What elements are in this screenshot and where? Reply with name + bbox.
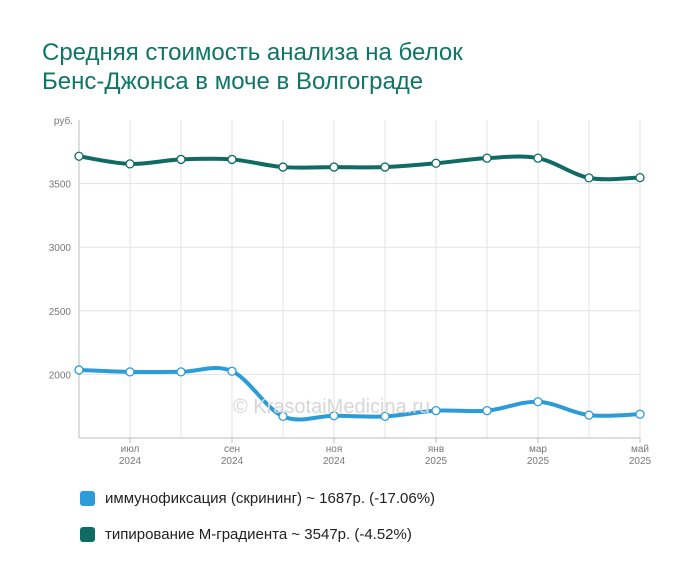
x-tick-label-month: мар [529,444,547,455]
data-point-immunofixation [380,411,390,422]
x-tick-label-month: июл [121,444,140,455]
chart-title-line-1: Средняя стоимость анализа на белок [42,39,463,66]
legend-item-immunofixation[interactable]: иммунофиксация (скрининг) ~ 1687р. (-17.… [80,488,435,508]
data-point-immunofixation [278,411,288,422]
data-point-immunofixation [533,397,543,407]
data-point-m-gradient [584,173,594,183]
legend-item-m-gradient[interactable]: типирование М-градиента ~ 3547р. (-4.52%… [80,524,435,544]
data-point-m-gradient [431,158,441,168]
data-point-immunofixation [431,406,441,416]
legend: иммунофиксация (скрининг) ~ 1687р. (-17.… [80,488,435,560]
y-tick-label: 3000 [49,243,72,254]
data-point-m-gradient [635,172,645,183]
x-tick-label-month: ноя [326,444,343,455]
data-point-immunofixation [176,367,186,377]
data-point-immunofixation [584,410,594,420]
y-tick-label: 3500 [49,180,72,191]
data-point-m-gradient [533,153,543,163]
x-tick-label-year: 2025 [527,456,550,467]
data-point-immunofixation [482,406,492,416]
x-tick-label-month: сен [224,444,240,455]
x-tick-label-year: 2024 [323,456,346,467]
y-tick-label: 2500 [49,307,72,318]
chart-title-line-2: Бенс-Джонса в моче в Волгограде [42,68,424,95]
data-point-m-gradient [278,162,288,172]
data-point-m-gradient [329,162,339,172]
data-point-immunofixation [635,409,645,419]
legend-label-immunofixation: иммунофиксация (скрининг) ~ 1687р. (-17.… [105,489,436,507]
x-tick-label-month: май [631,444,649,455]
x-tick-label-month: янв [428,444,444,455]
x-tick-label-year: 2025 [425,456,448,467]
data-point-m-gradient [74,151,84,161]
watermark: © KrasotaiMedicina.ru [233,396,431,418]
data-point-m-gradient [380,162,390,172]
x-tick-label-year: 2024 [119,456,142,467]
data-point-immunofixation [125,367,135,377]
legend-swatch-m-gradient [80,526,95,542]
data-point-m-gradient [482,153,492,163]
series-line-m-gradient [77,154,642,182]
chart-title: Средняя стоимость анализа на белок Бенс-… [42,38,642,96]
y-tick-label: 2000 [49,370,72,381]
data-point-m-gradient [176,154,186,165]
x-tick-label-year: 2024 [221,456,244,467]
y-unit-label: руб. [54,115,73,127]
data-point-m-gradient [125,159,135,169]
data-point-immunofixation [74,365,84,375]
legend-swatch-immunofixation [80,490,95,506]
line-chart: руб.3500300025002000июл2024сен2024ноя202… [49,115,652,467]
x-tick-label-year: 2025 [629,456,652,467]
data-point-immunofixation [329,411,339,421]
data-point-immunofixation [227,366,237,376]
legend-label-m-gradient: типирование М-градиента ~ 3547р. (-4.52%… [105,525,412,543]
data-point-m-gradient [227,154,237,165]
